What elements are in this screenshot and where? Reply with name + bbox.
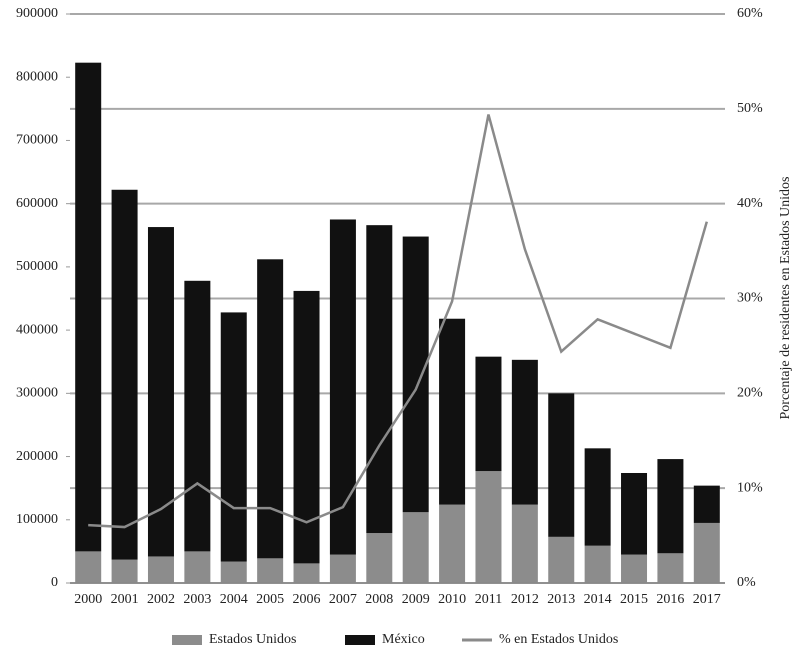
bar — [584, 545, 611, 583]
bar — [257, 558, 284, 583]
bar — [111, 559, 138, 583]
bar — [439, 318, 466, 505]
bar — [402, 512, 429, 583]
bar — [257, 259, 284, 559]
bar — [693, 485, 720, 523]
bar — [548, 393, 575, 537]
y2-tick-label: 30% — [737, 291, 763, 306]
x-tick-label: 2009 — [402, 592, 430, 607]
x-tick-label: 2016 — [656, 592, 684, 607]
x-tick-label: 2001 — [111, 592, 139, 607]
y2-axis-label: Porcentaje de residentes en Estados Unid… — [778, 177, 793, 420]
line — [88, 114, 709, 529]
bar — [184, 280, 211, 552]
bar — [511, 504, 538, 583]
bar — [621, 554, 648, 583]
bar — [584, 448, 611, 546]
y-tick-label: 200000 — [16, 449, 58, 464]
x-tick-label: 2000 — [74, 592, 102, 607]
x-tick-label: 2004 — [220, 592, 248, 607]
x-tick-label: 2010 — [438, 592, 466, 607]
bar — [511, 359, 538, 505]
bar — [402, 236, 429, 513]
y-tick-label: 500000 — [16, 259, 58, 274]
bar — [693, 522, 720, 583]
bar — [75, 62, 102, 552]
bar — [366, 533, 393, 583]
x-tick-label: 2017 — [693, 592, 721, 607]
legend-label: Estados Unidos — [209, 632, 297, 647]
y2-tick-label: 60% — [737, 6, 763, 21]
bar — [329, 219, 356, 555]
legend-swatch — [172, 635, 202, 645]
y-tick-label: 900000 — [16, 6, 58, 21]
y2-tick-label: 10% — [737, 480, 763, 495]
bar — [366, 225, 393, 534]
bar — [147, 227, 174, 557]
bar — [184, 551, 211, 583]
bar — [657, 459, 684, 554]
x-tick-label: 2008 — [365, 592, 393, 607]
y2-tick-label: 20% — [737, 386, 763, 401]
x-tick-label: 2015 — [620, 592, 648, 607]
y-tick-label: 600000 — [16, 196, 58, 211]
y2-tick-label: 0% — [737, 575, 756, 590]
y2-tick-label: 50% — [737, 101, 763, 116]
x-tick-label: 2006 — [293, 592, 321, 607]
bar — [220, 561, 247, 583]
bar — [329, 554, 356, 583]
bar — [548, 536, 575, 583]
y-tick-label: 300000 — [16, 386, 58, 401]
legend-swatch — [345, 635, 375, 645]
legend-label: % en Estados Unidos — [499, 632, 618, 647]
x-tick-label: 2013 — [547, 592, 575, 607]
bar — [147, 556, 174, 583]
y-tick-label: 800000 — [16, 69, 58, 84]
x-tick-label: 2011 — [475, 592, 502, 607]
bar — [220, 312, 247, 562]
bar — [439, 504, 466, 583]
bar — [475, 356, 502, 472]
x-tick-label: 2007 — [329, 592, 357, 607]
x-tick-label: 2014 — [584, 592, 612, 607]
x-tick-label: 2012 — [511, 592, 539, 607]
x-tick-label: 2002 — [147, 592, 175, 607]
bar — [621, 472, 648, 555]
y-tick-label: 400000 — [16, 322, 58, 337]
y-tick-label: 0 — [51, 575, 58, 590]
y2-tick-label: 40% — [737, 196, 763, 211]
bar — [475, 471, 502, 583]
bar — [657, 553, 684, 583]
bar — [75, 551, 102, 583]
bar — [293, 563, 320, 583]
x-tick-label: 2003 — [183, 592, 211, 607]
y-tick-label: 100000 — [16, 512, 58, 527]
bar — [111, 189, 138, 560]
x-tick-label: 2005 — [256, 592, 284, 607]
y-tick-label: 700000 — [16, 133, 58, 148]
legend-label: México — [382, 632, 425, 647]
